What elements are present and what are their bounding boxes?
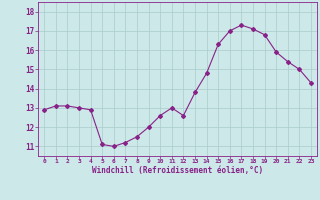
- X-axis label: Windchill (Refroidissement éolien,°C): Windchill (Refroidissement éolien,°C): [92, 166, 263, 175]
